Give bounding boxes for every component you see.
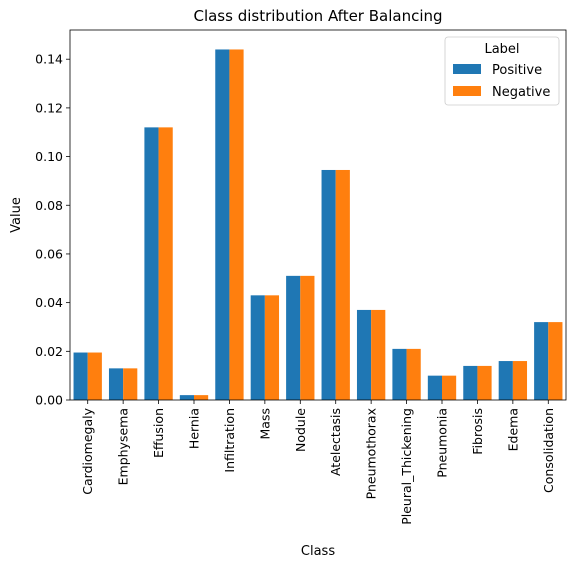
plot-frame [69, 29, 567, 401]
bar-negative-atelectasis [335, 169, 350, 400]
x-tick-label: Atelectasis [328, 408, 343, 476]
y-tick-label: 0.14 [35, 52, 63, 67]
y-tick-label: 0.06 [35, 246, 63, 261]
legend-swatch-positive [453, 64, 481, 74]
bars-group [73, 49, 563, 401]
x-tick-label: Hernia [187, 408, 202, 449]
bar-negative-fibrosis [477, 365, 492, 400]
bar-negative-pneumonia [442, 375, 457, 400]
bar-positive-consolidation [534, 322, 549, 400]
y-tick-label: 0.08 [35, 198, 63, 213]
bar-negative-pleural-thickening [406, 348, 421, 400]
bar-negative-hernia [194, 395, 209, 400]
bar-positive-edema [498, 361, 513, 400]
x-tick-label: Mass [257, 408, 272, 439]
bar-positive-fibrosis [463, 365, 478, 400]
x-axis: Cardiomegaly Emphysema Effusion Hernia Infil… [80, 400, 556, 525]
y-tick-label: 0.02 [35, 344, 63, 359]
y-tick-label: 0.10 [35, 149, 63, 164]
bar-positive-pneumonia [427, 375, 442, 400]
x-tick-label: Pneumothorax [364, 408, 379, 499]
bar-negative-edema [512, 361, 528, 400]
bar-positive-effusion [144, 127, 159, 401]
bar-positive-hernia [179, 395, 194, 400]
bar-positive-pneumothorax [356, 309, 372, 400]
legend: Label Positive Negative [444, 36, 560, 106]
y-axis: 0.00 0.02 0.04 0.06 0.08 0.10 0.12 0.14 [35, 52, 70, 408]
x-tick-label: Nodule [293, 408, 308, 452]
bar-negative-emphysema [123, 368, 138, 400]
bar-negative-consolidation [548, 322, 563, 400]
bar-positive-pleural-thickening [392, 348, 407, 400]
x-axis-label: Class [301, 544, 335, 559]
bar-positive-mass [250, 295, 265, 400]
y-tick-label: 0.12 [35, 100, 63, 115]
x-tick-label: Fibrosis [470, 408, 485, 455]
x-tick-label: Pneumonia [435, 408, 450, 478]
x-tick-label: Cardiomegaly [80, 407, 95, 494]
bar-negative-pneumothorax [371, 309, 386, 400]
legend-label-positive: Positive [492, 63, 542, 78]
bar-positive-emphysema [108, 368, 124, 400]
legend-swatch-negative [453, 86, 481, 96]
bar-positive-cardiomegaly [73, 352, 88, 400]
bar-negative-effusion [158, 127, 173, 401]
x-tick-label: Consolidation [541, 408, 556, 493]
x-tick-label: Edema [505, 408, 520, 451]
legend-title: Label [484, 42, 519, 57]
x-tick-label: Pleural_Thickening [399, 408, 414, 525]
y-tick-label: 0.00 [35, 393, 63, 408]
bar-negative-infiltration [229, 49, 244, 400]
y-axis-label: Value [9, 197, 24, 233]
bar-negative-cardiomegaly [87, 352, 102, 400]
chart-title: Class distribution After Balancing [193, 7, 442, 25]
bar-negative-mass [264, 295, 280, 400]
x-tick-label: Emphysema [116, 408, 131, 485]
bar-positive-infiltration [215, 49, 230, 400]
bar-positive-atelectasis [321, 169, 336, 400]
bar-positive-nodule [286, 275, 301, 400]
x-tick-label: Infiltration [222, 408, 237, 473]
x-tick-label: Effusion [151, 408, 166, 458]
y-tick-label: 0.04 [35, 295, 63, 310]
bar-negative-nodule [300, 275, 315, 400]
legend-label-negative: Negative [492, 85, 550, 100]
